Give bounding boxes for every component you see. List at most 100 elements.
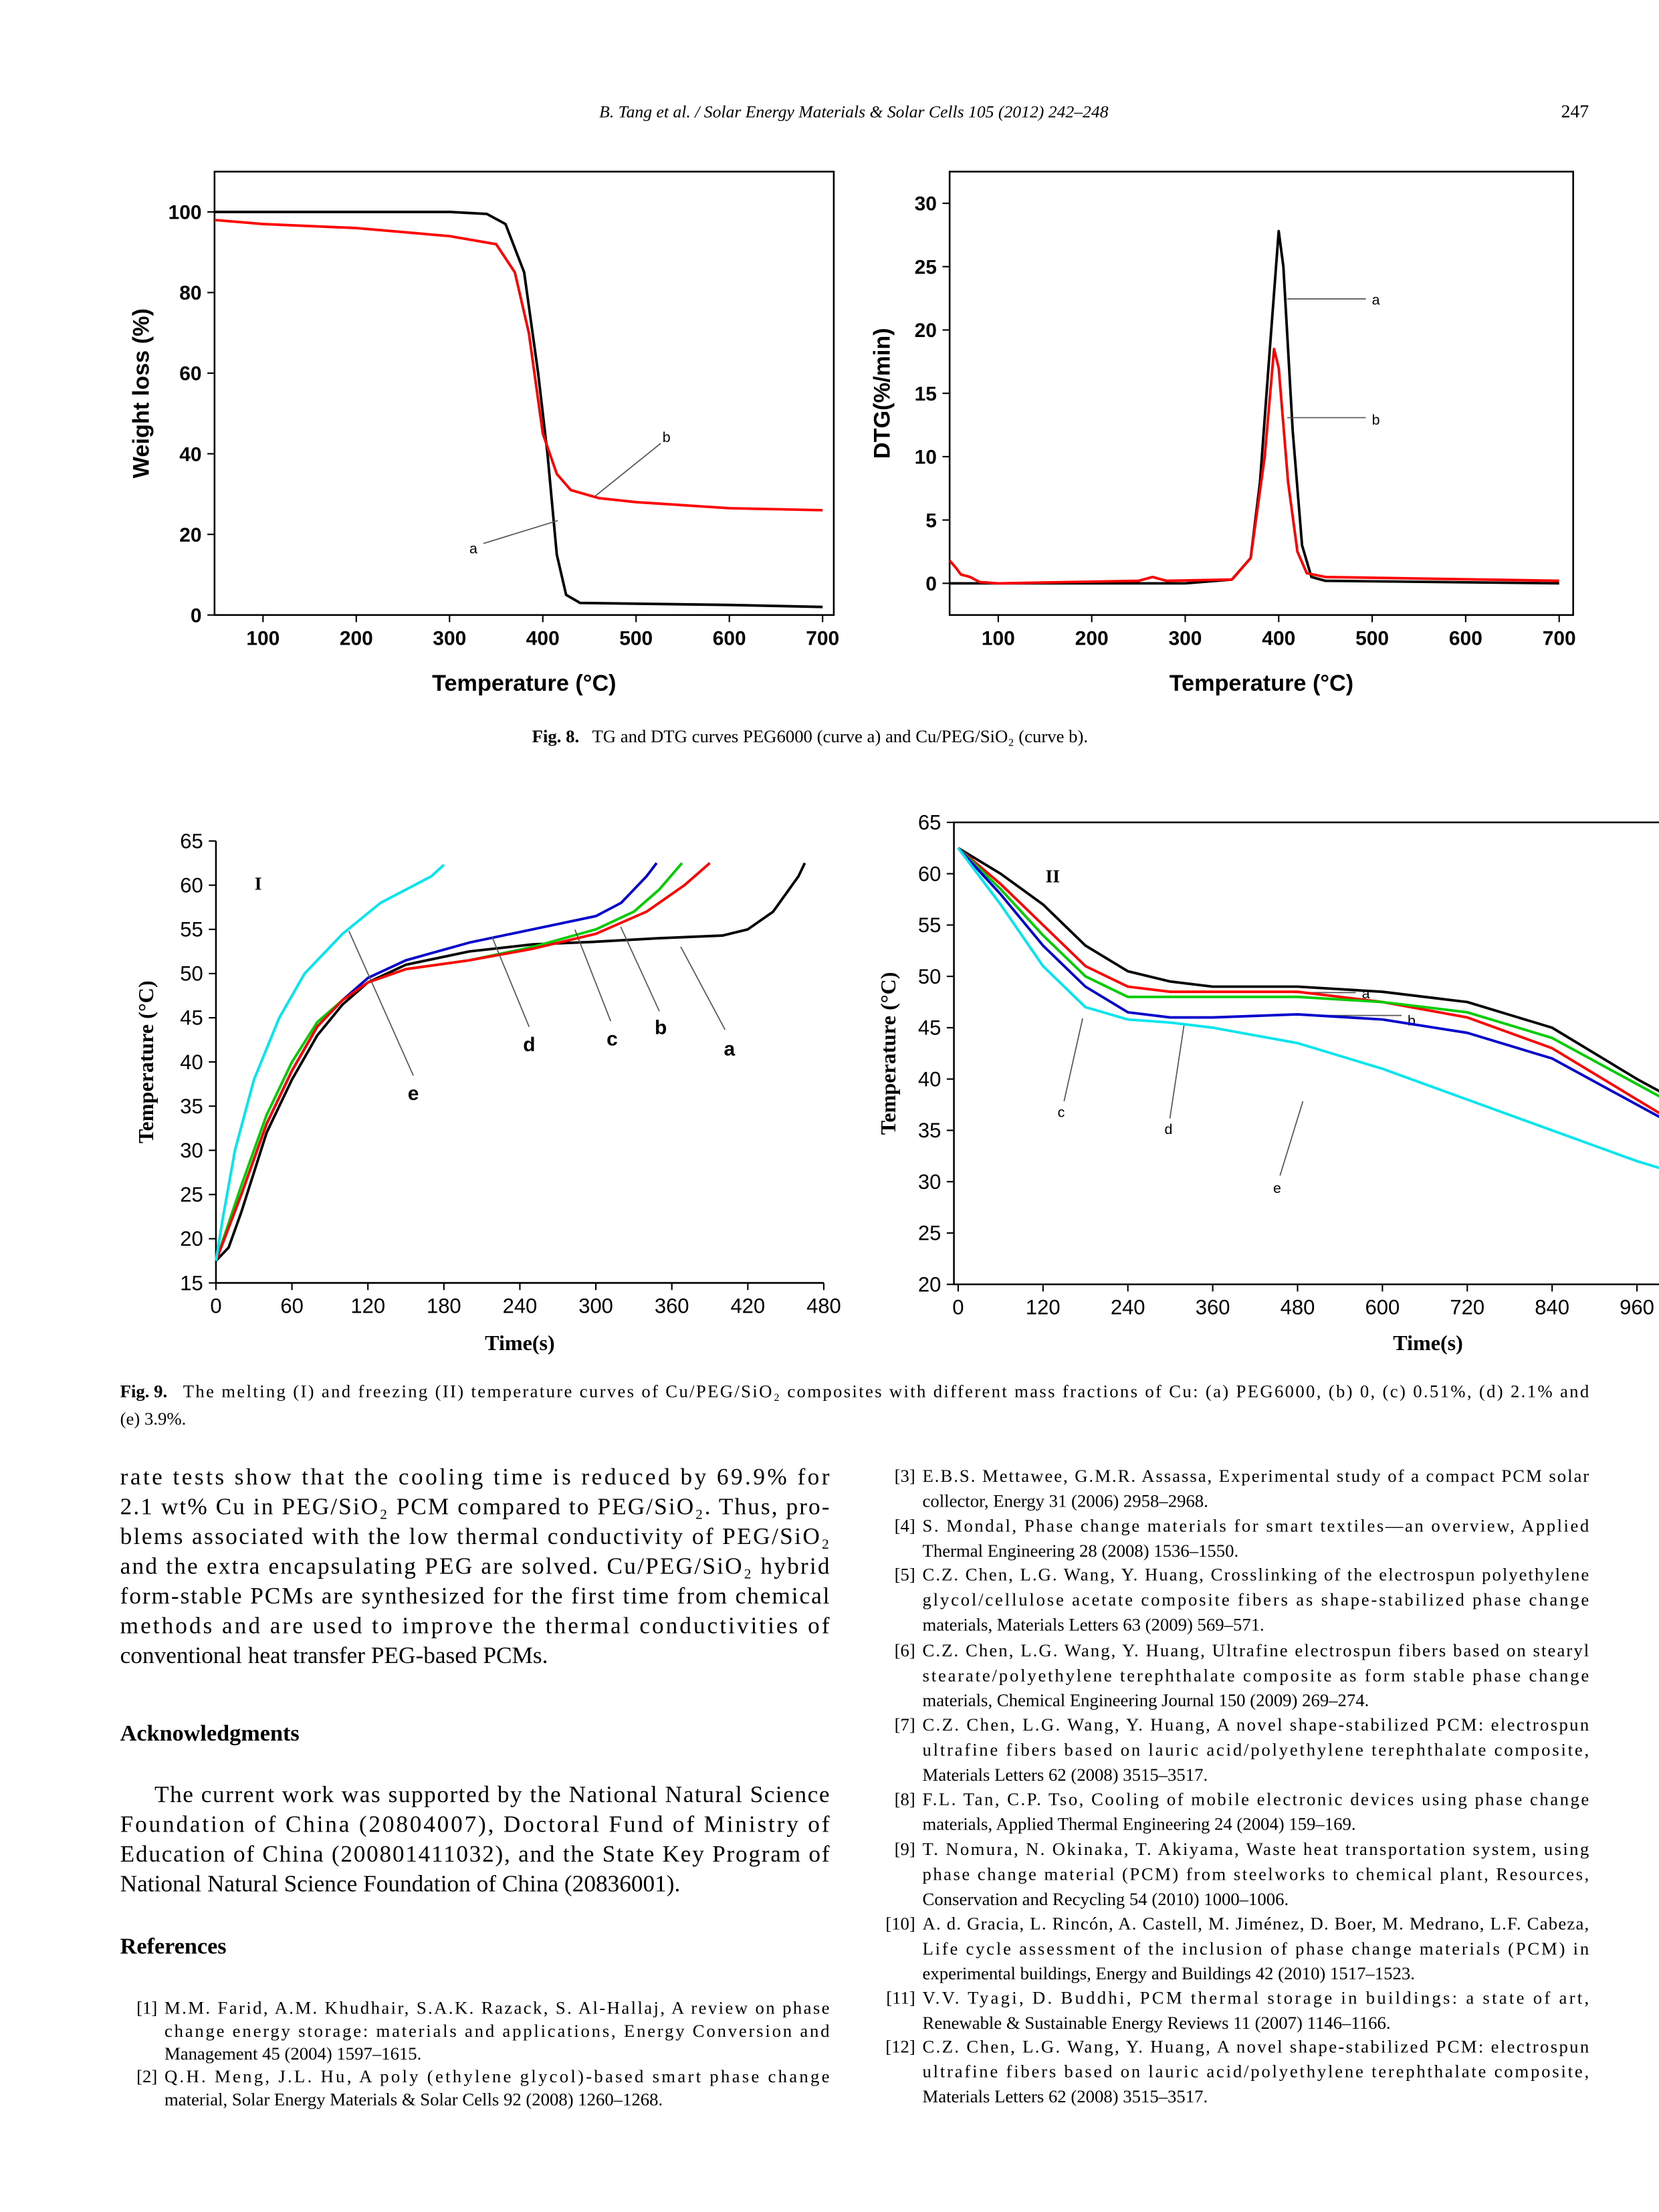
leader-line [1279,1101,1304,1176]
body-line: conventional heat transfer PEG-based PCM… [120,1642,548,1668]
body-line: methods and are used to improve the ther… [120,1613,830,1639]
y-tick-label: 100 [169,202,202,224]
data-line [957,847,1659,1098]
y-tick-label: 55 [180,918,203,942]
reference-text: glycol/cellulose acetate composite fiber… [923,1589,1589,1610]
body-line: 2.1 wt% Cu in PEG/SiO₂ PCM compared to P… [120,1494,830,1520]
running-title: B. Tang et al. / Solar Energy Materials … [599,102,1109,121]
y-tick-label: 55 [918,913,941,937]
y-tick-label: 20 [918,1273,941,1296]
reference-text: Life cycle assessment of the inclusion o… [923,1939,1589,1959]
y-tick-label: 45 [180,1006,203,1030]
y-tick-label: 40 [918,1067,941,1091]
body-line: and the extra encapsulating PEG are solv… [120,1553,830,1579]
y-tick-label: 50 [918,965,941,988]
caption-label: Fig. 9. [120,1381,168,1402]
leader-line [348,931,414,1076]
reference-label: [2] [136,2066,157,2086]
x-tick-label: 120 [350,1294,385,1317]
x-tick-label: 100 [246,628,280,650]
data-line [957,847,1659,1119]
x-tick-label: 500 [1355,628,1389,650]
x-tick-label: 0 [210,1294,221,1317]
page-number: 247 [1561,101,1589,122]
panel-label: I [255,873,262,894]
curve-label: d [1164,1121,1172,1137]
x-tick-label: 500 [619,628,653,650]
data-line [957,847,1659,1093]
y-tick-label: 30 [918,1170,941,1194]
data-line [215,862,806,1262]
curve-label: b [655,1016,667,1038]
y-tick-label: 0 [925,573,937,595]
curve-label: b [1408,1013,1416,1029]
x-tick-label: 700 [806,628,839,650]
y-tick-label: 20 [180,1227,203,1250]
reference-text: Conservation and Recycling 54 (2010) 100… [923,1889,1289,1909]
data-line [214,211,823,609]
body-line: Education of China (200801411032), and t… [120,1841,830,1867]
x-tick-label: 600 [1365,1296,1400,1319]
leader-line [1169,1024,1185,1119]
reference-text: Management 45 (2004) 1597–1615. [164,2043,421,2064]
x-tick-label: 720 [1450,1296,1484,1319]
x-tick-label: 100 [982,628,1015,650]
curve-label: b [1372,412,1380,428]
reference-label: [11] [886,1988,915,2008]
y-axis-label: Temperature (°C) [134,980,158,1143]
x-tick-label: 420 [730,1294,765,1317]
curve-label: a [469,541,477,557]
reference-text: C.Z. Chen, L.G. Wang, Y. Huang, A novel … [923,1715,1589,1735]
x-tick-label: 60 [280,1294,303,1317]
x-tick-label: 480 [1281,1296,1315,1319]
leader-line [1063,1018,1083,1102]
caption-label: Fig. 8. [532,726,580,746]
x-tick-label: 300 [433,628,466,650]
data-line [948,347,1559,585]
data-line [957,847,1659,1170]
reference-label: [7] [895,1715,915,1735]
reference-text: V.V. Tyagi, D. Buddhi, PCM thermal stora… [923,1988,1589,2008]
x-tick-label: 360 [655,1294,689,1317]
x-tick-label: 300 [578,1294,613,1317]
y-tick-label: 65 [918,811,941,835]
caption-text: The melting (I) and freezing (II) temper… [183,1381,1589,1402]
leader-line [483,520,558,544]
reference-label: [6] [895,1640,915,1660]
x-tick-label: 960 [1620,1296,1654,1319]
y-tick-label: 15 [180,1271,203,1295]
reference-text: Materials Letters 62 (2008) 3515–3517. [923,1765,1208,1785]
x-tick-label: 120 [1026,1296,1061,1319]
reference-text: stearate/polyethylene terephthalate comp… [923,1665,1589,1685]
reference-text: C.Z. Chen, L.G. Wang, Y. Huang, Crosslin… [923,1564,1589,1584]
reference-text: Materials Letters 62 (2008) 3515–3517. [923,2086,1208,2106]
x-axis-label: Time(s) [1393,1331,1463,1355]
section-heading: References [120,1934,227,1959]
body-line: Foundation of China (20804007), Doctoral… [120,1811,830,1837]
reference-text: change energy storage: materials and app… [164,2021,830,2041]
data-line [214,219,823,512]
reference-label: [4] [895,1516,915,1536]
reference-text: S. Mondal, Phase change materials for sm… [923,1516,1589,1536]
y-tick-label: 60 [179,363,201,385]
y-axis-label: Weight loss (%) [128,308,154,478]
y-tick-label: 30 [915,193,937,215]
y-tick-label: 25 [918,1222,941,1245]
curve-label: b [663,429,671,445]
y-tick-label: 45 [918,1016,941,1040]
reference-text: ultrafine fibers based on lauric acid/po… [923,2062,1589,2082]
x-tick-label: 840 [1535,1296,1569,1319]
y-axis-label: DTG(%/min) [869,328,895,459]
curve-label: a [1362,986,1370,1002]
x-tick-label: 300 [1168,628,1202,650]
y-axis-label: Temperature (°C) [876,972,900,1135]
reference-text: E.B.S. Mettawee, G.M.R. Assassa, Experim… [923,1466,1589,1486]
body-line: The current work was supported by the Na… [154,1781,830,1807]
x-tick-label: 480 [806,1294,841,1317]
y-tick-label: 80 [179,282,201,304]
y-tick-label: 40 [180,1050,203,1074]
y-tick-label: 60 [918,862,941,885]
curve-label: c [606,1028,618,1050]
y-tick-label: 35 [180,1095,203,1118]
data-line [950,229,1559,585]
